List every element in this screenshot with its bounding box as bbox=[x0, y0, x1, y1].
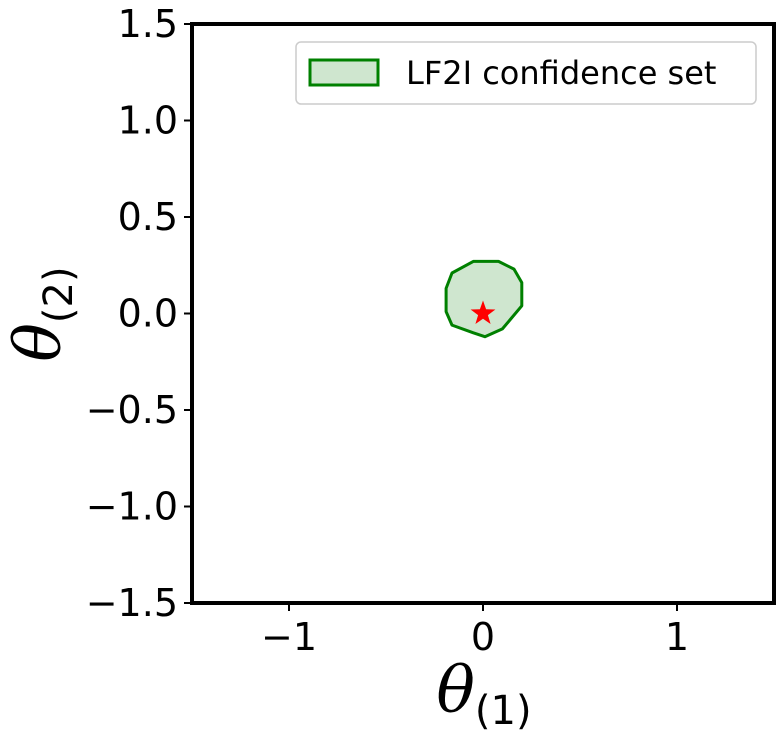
y-axis-label: θ(2) bbox=[2, 266, 82, 361]
x-tick-label: 0 bbox=[471, 615, 495, 659]
y-tick-label: 0.5 bbox=[118, 195, 178, 239]
x-tick-label: −1 bbox=[261, 615, 317, 659]
true-parameter-star-marker bbox=[470, 300, 496, 324]
legend-label: LF2I confidence set bbox=[406, 54, 716, 92]
legend-box bbox=[295, 41, 757, 105]
y-tick-label: 1.5 bbox=[118, 2, 178, 46]
y-tick-label: −1.5 bbox=[86, 581, 178, 625]
axis-labels: θ(1) θ(2) bbox=[2, 266, 532, 734]
y-tick-label: 1.0 bbox=[118, 99, 178, 143]
plot-frame bbox=[190, 22, 776, 605]
legend: LF2I confidence set bbox=[295, 41, 757, 105]
y-tick-label: −1.0 bbox=[86, 485, 178, 529]
axis-ticks: −1 0 1 1.5 1.0 0.5 0.0 −0.5 −1.0 −1.5 bbox=[86, 2, 689, 659]
plot-area bbox=[444, 259, 524, 339]
confidence-set-region bbox=[444, 259, 524, 339]
x-axis-label: θ(1) bbox=[436, 654, 531, 734]
y-tick-label: −0.5 bbox=[86, 388, 178, 432]
x-tick-label: 1 bbox=[665, 615, 689, 659]
legend-swatch bbox=[308, 58, 380, 87]
y-tick-label: 0.0 bbox=[118, 292, 178, 336]
